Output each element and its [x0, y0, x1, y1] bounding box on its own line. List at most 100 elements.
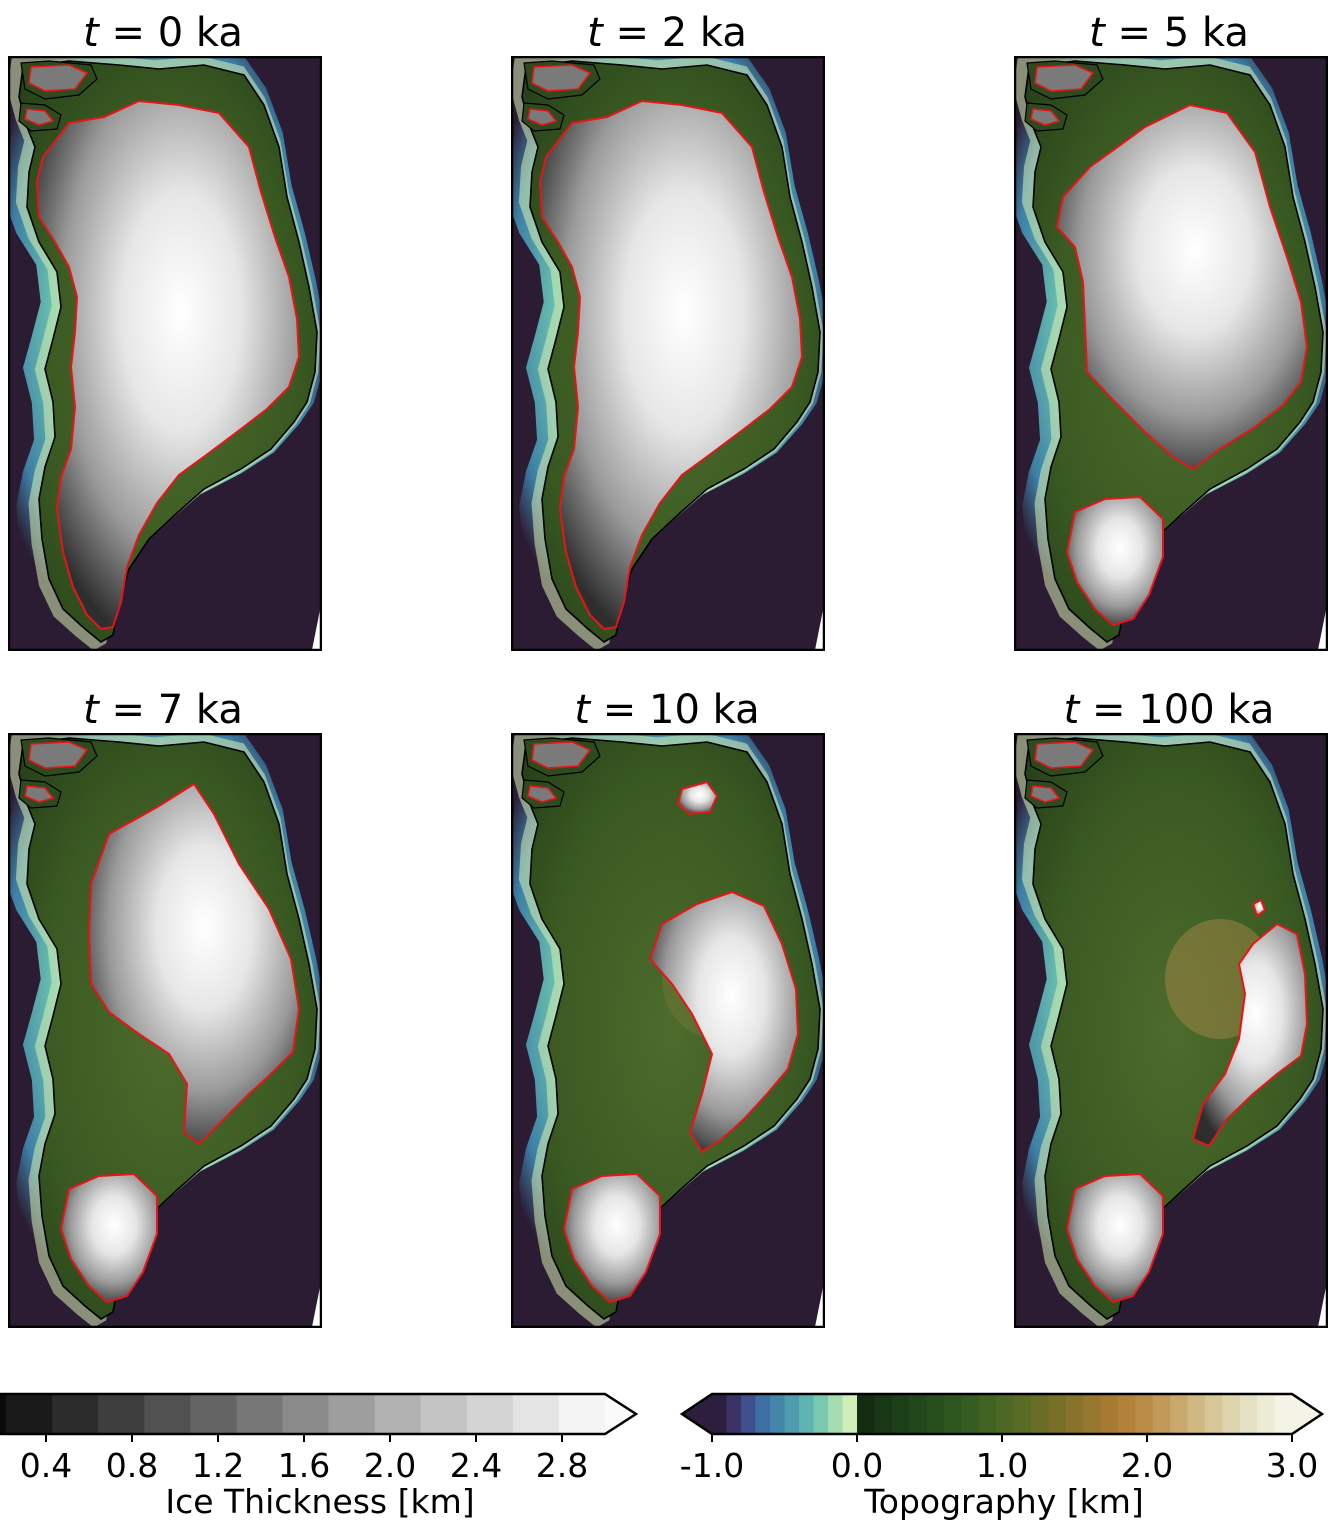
- topo-colorbar-label: Topography [km]: [864, 1482, 1144, 1521]
- ice-colorbar-tick-label: 0.4: [19, 1446, 73, 1485]
- topo-colorbar-segment: [1274, 1394, 1293, 1434]
- topo-colorbar-segment: [1152, 1394, 1171, 1434]
- ice-sheet: [59, 1172, 158, 1304]
- greenland-map: [1014, 733, 1328, 1328]
- topo-colorbar-segment: [1048, 1394, 1067, 1434]
- nw-ice-caps: [527, 64, 592, 126]
- no-data-corner: [1318, 605, 1327, 650]
- topo-colorbar-segment: [1222, 1394, 1241, 1434]
- ice-colorbar-segment: [144, 1394, 191, 1434]
- ice-colorbar-tick-label: 2.8: [535, 1446, 589, 1485]
- ice-sheet: [87, 782, 301, 1146]
- ice-sheet: [1251, 898, 1267, 918]
- topo-colorbar-segment: [1013, 1394, 1032, 1434]
- ice-colorbar-segment: [0, 1394, 7, 1434]
- ice-colorbar-tick-label: 0.8: [105, 1446, 159, 1485]
- map-frame: [8, 733, 322, 1328]
- time-value: = 2 ka: [602, 10, 747, 56]
- map-frame: [1014, 733, 1328, 1328]
- topo-colorbar-extend-min: [682, 1394, 712, 1434]
- topo-colorbar-segment: [784, 1394, 800, 1434]
- time-symbol: t: [574, 687, 591, 733]
- topo-colorbar-tick-label: 2.0: [1120, 1446, 1174, 1485]
- topo-colorbar-extend-max: [1292, 1394, 1322, 1434]
- time-value: = 5 ka: [1104, 10, 1249, 56]
- nw-ice-caps: [1030, 64, 1095, 126]
- time-symbol: t: [1089, 10, 1105, 56]
- topo-colorbar-segment: [1135, 1394, 1154, 1434]
- time-value: = 0 ka: [98, 10, 243, 56]
- topo-colorbar-segment: [1031, 1394, 1049, 1434]
- ice-sheet: [1065, 495, 1164, 627]
- map-frame: [8, 56, 322, 651]
- greenland-map: [8, 56, 322, 651]
- ice-colorbar-tick-label: 2.4: [449, 1446, 503, 1485]
- ice-colorbar-segment: [420, 1394, 468, 1434]
- topo-colorbar-segment: [944, 1394, 962, 1434]
- time-value: = 7 ka: [98, 687, 243, 733]
- topo-colorbar-segment: [1205, 1394, 1223, 1434]
- time-value: = 100 ka: [1079, 687, 1275, 733]
- topo-colorbar-segment: [857, 1394, 875, 1434]
- topo-colorbar-tick-label: 3.0: [1265, 1446, 1319, 1485]
- ice-sheet: [1065, 1172, 1164, 1304]
- ice-colorbar-outline: [0, 1392, 639, 1436]
- panel-title: t = 2 ka: [487, 11, 847, 55]
- topo-colorbar-segment: [909, 1394, 928, 1434]
- ice-colorbar-segment: [328, 1394, 376, 1434]
- greenland-map: [511, 56, 825, 651]
- ice-sheet: [1055, 103, 1309, 471]
- topo-colorbar-segment: [712, 1394, 727, 1434]
- panel-title: t = 5 ka: [989, 11, 1338, 55]
- ice-colorbar-segment: [236, 1394, 283, 1434]
- topo-colorbar-segment: [996, 1394, 1015, 1434]
- topo-colorbar-segment: [1100, 1394, 1119, 1434]
- ice-colorbar-extend-max: [605, 1394, 636, 1434]
- ice-colorbar-tick-label: 1.6: [277, 1446, 331, 1485]
- topo-colorbar-segment: [891, 1394, 910, 1434]
- topo-colorbar-segment: [799, 1394, 814, 1434]
- ice-colorbar-tick-label: 1.2: [191, 1446, 245, 1485]
- map-frame: [1014, 56, 1328, 651]
- topo-colorbar-segment: [755, 1394, 771, 1434]
- topo-colorbar-segment: [1239, 1394, 1258, 1434]
- topo-colorbar: -1.0 0.0 1.0 2.0 3.0 Topography [km]: [670, 1390, 1338, 1535]
- nw-ice-caps: [1030, 741, 1095, 803]
- ice-sheet: [562, 1172, 661, 1304]
- topo-colorbar-tick-label: 1.0: [975, 1446, 1029, 1485]
- topo-colorbar-segment: [1065, 1394, 1084, 1434]
- time-symbol: t: [1063, 687, 1080, 733]
- topo-colorbar-segment: [961, 1394, 980, 1434]
- topo-colorbar-segment: [842, 1394, 858, 1434]
- panel-title: t = 7 ka: [0, 688, 343, 732]
- no-data-corner: [312, 605, 321, 650]
- time-symbol: t: [83, 687, 99, 733]
- panel-title: t = 0 ka: [0, 11, 343, 55]
- topo-colorbar-segment: [828, 1394, 843, 1434]
- nw-ice-caps: [24, 64, 89, 126]
- topo-colorbar-segment: [1187, 1394, 1206, 1434]
- ice-colorbar-label: Ice Thickness [km]: [165, 1482, 475, 1521]
- ice-colorbar-segment: [190, 1394, 237, 1434]
- nw-ice-caps: [527, 741, 592, 803]
- time-value: = 10 ka: [590, 687, 760, 733]
- map-frame: [511, 56, 825, 651]
- no-data-corner: [815, 1282, 824, 1327]
- topo-colorbar-segment: [874, 1394, 893, 1434]
- time-symbol: t: [587, 10, 603, 56]
- ice-colorbar-segment: [374, 1394, 422, 1434]
- topo-colorbar-segment: [978, 1394, 997, 1434]
- topo-colorbar-segment: [726, 1394, 742, 1434]
- ice-colorbar-segment: [6, 1394, 53, 1434]
- ice-sheet: [538, 99, 804, 631]
- ice-colorbar-segment: [282, 1394, 330, 1434]
- ice-sheet: [648, 890, 800, 1154]
- ice-colorbar-strip: [0, 1392, 639, 1442]
- topo-colorbar-strip: [679, 1392, 1325, 1442]
- topo-colorbar-segment: [1118, 1394, 1136, 1434]
- topo-colorbar-segment: [1083, 1394, 1102, 1434]
- time-symbol: t: [83, 10, 99, 56]
- topo-colorbar-segment: [1170, 1394, 1189, 1434]
- topo-colorbar-segment: [1257, 1394, 1276, 1434]
- ice-colorbar-segment: [98, 1394, 145, 1434]
